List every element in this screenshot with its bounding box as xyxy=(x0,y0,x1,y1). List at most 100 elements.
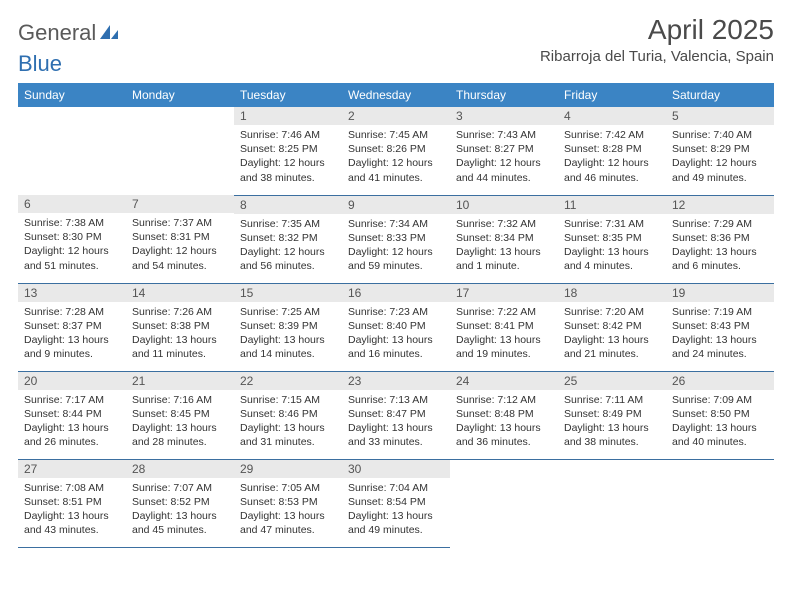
sunset-text: Sunset: 8:41 PM xyxy=(456,319,552,333)
sunset-text: Sunset: 8:29 PM xyxy=(672,142,768,156)
sunset-text: Sunset: 8:40 PM xyxy=(348,319,444,333)
daylight-text: Daylight: 13 hours and 45 minutes. xyxy=(132,509,228,537)
weekday-header: Sunday xyxy=(18,83,126,107)
weekday-header: Wednesday xyxy=(342,83,450,107)
day-details: Sunrise: 7:46 AMSunset: 8:25 PMDaylight:… xyxy=(234,125,342,189)
calendar-day: 15Sunrise: 7:25 AMSunset: 8:39 PMDayligh… xyxy=(234,283,342,371)
sunset-text: Sunset: 8:36 PM xyxy=(672,231,768,245)
day-number: 1 xyxy=(234,107,342,125)
sunset-text: Sunset: 8:26 PM xyxy=(348,142,444,156)
day-number: 28 xyxy=(126,460,234,478)
calendar-day: 19Sunrise: 7:19 AMSunset: 8:43 PMDayligh… xyxy=(666,283,774,371)
day-details: Sunrise: 7:05 AMSunset: 8:53 PMDaylight:… xyxy=(234,478,342,542)
day-details: Sunrise: 7:35 AMSunset: 8:32 PMDaylight:… xyxy=(234,214,342,278)
day-number: 22 xyxy=(234,372,342,390)
sunrise-text: Sunrise: 7:37 AM xyxy=(132,216,228,230)
sunset-text: Sunset: 8:30 PM xyxy=(24,230,120,244)
daylight-text: Daylight: 12 hours and 38 minutes. xyxy=(240,156,336,184)
sunset-text: Sunset: 8:37 PM xyxy=(24,319,120,333)
calendar-day: 8Sunrise: 7:35 AMSunset: 8:32 PMDaylight… xyxy=(234,195,342,283)
sunset-text: Sunset: 8:34 PM xyxy=(456,231,552,245)
daylight-text: Daylight: 13 hours and 31 minutes. xyxy=(240,421,336,449)
calendar-empty xyxy=(450,459,558,547)
calendar-day: 18Sunrise: 7:20 AMSunset: 8:42 PMDayligh… xyxy=(558,283,666,371)
day-number: 23 xyxy=(342,372,450,390)
calendar-day: 25Sunrise: 7:11 AMSunset: 8:49 PMDayligh… xyxy=(558,371,666,459)
calendar-day: 6Sunrise: 7:38 AMSunset: 8:30 PMDaylight… xyxy=(18,195,126,283)
sunrise-text: Sunrise: 7:29 AM xyxy=(672,217,768,231)
day-details: Sunrise: 7:23 AMSunset: 8:40 PMDaylight:… xyxy=(342,302,450,366)
day-details: Sunrise: 7:34 AMSunset: 8:33 PMDaylight:… xyxy=(342,214,450,278)
calendar-day: 20Sunrise: 7:17 AMSunset: 8:44 PMDayligh… xyxy=(18,371,126,459)
calendar-table: SundayMondayTuesdayWednesdayThursdayFrid… xyxy=(18,83,774,548)
calendar-day: 4Sunrise: 7:42 AMSunset: 8:28 PMDaylight… xyxy=(558,107,666,195)
day-details: Sunrise: 7:29 AMSunset: 8:36 PMDaylight:… xyxy=(666,214,774,278)
calendar-day: 7Sunrise: 7:37 AMSunset: 8:31 PMDaylight… xyxy=(126,195,234,283)
calendar-day: 21Sunrise: 7:16 AMSunset: 8:45 PMDayligh… xyxy=(126,371,234,459)
day-details: Sunrise: 7:20 AMSunset: 8:42 PMDaylight:… xyxy=(558,302,666,366)
daylight-text: Daylight: 12 hours and 51 minutes. xyxy=(24,244,120,272)
calendar-empty xyxy=(18,107,126,195)
daylight-text: Daylight: 13 hours and 11 minutes. xyxy=(132,333,228,361)
day-details: Sunrise: 7:15 AMSunset: 8:46 PMDaylight:… xyxy=(234,390,342,454)
day-details: Sunrise: 7:13 AMSunset: 8:47 PMDaylight:… xyxy=(342,390,450,454)
day-number: 20 xyxy=(18,372,126,390)
calendar-week: 6Sunrise: 7:38 AMSunset: 8:30 PMDaylight… xyxy=(18,195,774,283)
day-number: 17 xyxy=(450,284,558,302)
day-number: 10 xyxy=(450,196,558,214)
sunrise-text: Sunrise: 7:09 AM xyxy=(672,393,768,407)
day-details: Sunrise: 7:19 AMSunset: 8:43 PMDaylight:… xyxy=(666,302,774,366)
brand-sail-icon xyxy=(98,23,120,41)
sunset-text: Sunset: 8:43 PM xyxy=(672,319,768,333)
calendar-day: 12Sunrise: 7:29 AMSunset: 8:36 PMDayligh… xyxy=(666,195,774,283)
page: General April 2025 Ribarroja del Turia, … xyxy=(0,0,792,562)
sunrise-text: Sunrise: 7:25 AM xyxy=(240,305,336,319)
sunset-text: Sunset: 8:38 PM xyxy=(132,319,228,333)
calendar-day: 1Sunrise: 7:46 AMSunset: 8:25 PMDaylight… xyxy=(234,107,342,195)
daylight-text: Daylight: 13 hours and 1 minute. xyxy=(456,245,552,273)
sunset-text: Sunset: 8:49 PM xyxy=(564,407,660,421)
sunrise-text: Sunrise: 7:16 AM xyxy=(132,393,228,407)
day-details: Sunrise: 7:17 AMSunset: 8:44 PMDaylight:… xyxy=(18,390,126,454)
day-number: 19 xyxy=(666,284,774,302)
daylight-text: Daylight: 13 hours and 21 minutes. xyxy=(564,333,660,361)
sunset-text: Sunset: 8:31 PM xyxy=(132,230,228,244)
sunrise-text: Sunrise: 7:13 AM xyxy=(348,393,444,407)
calendar-day: 29Sunrise: 7:05 AMSunset: 8:53 PMDayligh… xyxy=(234,459,342,547)
sunset-text: Sunset: 8:33 PM xyxy=(348,231,444,245)
sunrise-text: Sunrise: 7:46 AM xyxy=(240,128,336,142)
day-number: 4 xyxy=(558,107,666,125)
weekday-header: Saturday xyxy=(666,83,774,107)
sunrise-text: Sunrise: 7:20 AM xyxy=(564,305,660,319)
sunrise-text: Sunrise: 7:17 AM xyxy=(24,393,120,407)
sunrise-text: Sunrise: 7:35 AM xyxy=(240,217,336,231)
sunset-text: Sunset: 8:44 PM xyxy=(24,407,120,421)
calendar-day: 27Sunrise: 7:08 AMSunset: 8:51 PMDayligh… xyxy=(18,459,126,547)
calendar-week: 1Sunrise: 7:46 AMSunset: 8:25 PMDaylight… xyxy=(18,107,774,195)
calendar-body: 1Sunrise: 7:46 AMSunset: 8:25 PMDaylight… xyxy=(18,107,774,547)
calendar-day: 10Sunrise: 7:32 AMSunset: 8:34 PMDayligh… xyxy=(450,195,558,283)
sunset-text: Sunset: 8:28 PM xyxy=(564,142,660,156)
calendar-week: 13Sunrise: 7:28 AMSunset: 8:37 PMDayligh… xyxy=(18,283,774,371)
day-details: Sunrise: 7:37 AMSunset: 8:31 PMDaylight:… xyxy=(126,213,234,277)
day-details: Sunrise: 7:04 AMSunset: 8:54 PMDaylight:… xyxy=(342,478,450,542)
sunrise-text: Sunrise: 7:32 AM xyxy=(456,217,552,231)
sunrise-text: Sunrise: 7:40 AM xyxy=(672,128,768,142)
day-number: 15 xyxy=(234,284,342,302)
calendar-day: 13Sunrise: 7:28 AMSunset: 8:37 PMDayligh… xyxy=(18,283,126,371)
day-number: 12 xyxy=(666,196,774,214)
weekday-header: Monday xyxy=(126,83,234,107)
daylight-text: Daylight: 13 hours and 47 minutes. xyxy=(240,509,336,537)
daylight-text: Daylight: 12 hours and 46 minutes. xyxy=(564,156,660,184)
calendar-day: 26Sunrise: 7:09 AMSunset: 8:50 PMDayligh… xyxy=(666,371,774,459)
sunset-text: Sunset: 8:54 PM xyxy=(348,495,444,509)
calendar-day: 9Sunrise: 7:34 AMSunset: 8:33 PMDaylight… xyxy=(342,195,450,283)
weekday-header: Friday xyxy=(558,83,666,107)
sunrise-text: Sunrise: 7:05 AM xyxy=(240,481,336,495)
sunset-text: Sunset: 8:51 PM xyxy=(24,495,120,509)
day-details: Sunrise: 7:32 AMSunset: 8:34 PMDaylight:… xyxy=(450,214,558,278)
day-details: Sunrise: 7:45 AMSunset: 8:26 PMDaylight:… xyxy=(342,125,450,189)
sunrise-text: Sunrise: 7:31 AM xyxy=(564,217,660,231)
sunrise-text: Sunrise: 7:19 AM xyxy=(672,305,768,319)
day-details: Sunrise: 7:11 AMSunset: 8:49 PMDaylight:… xyxy=(558,390,666,454)
